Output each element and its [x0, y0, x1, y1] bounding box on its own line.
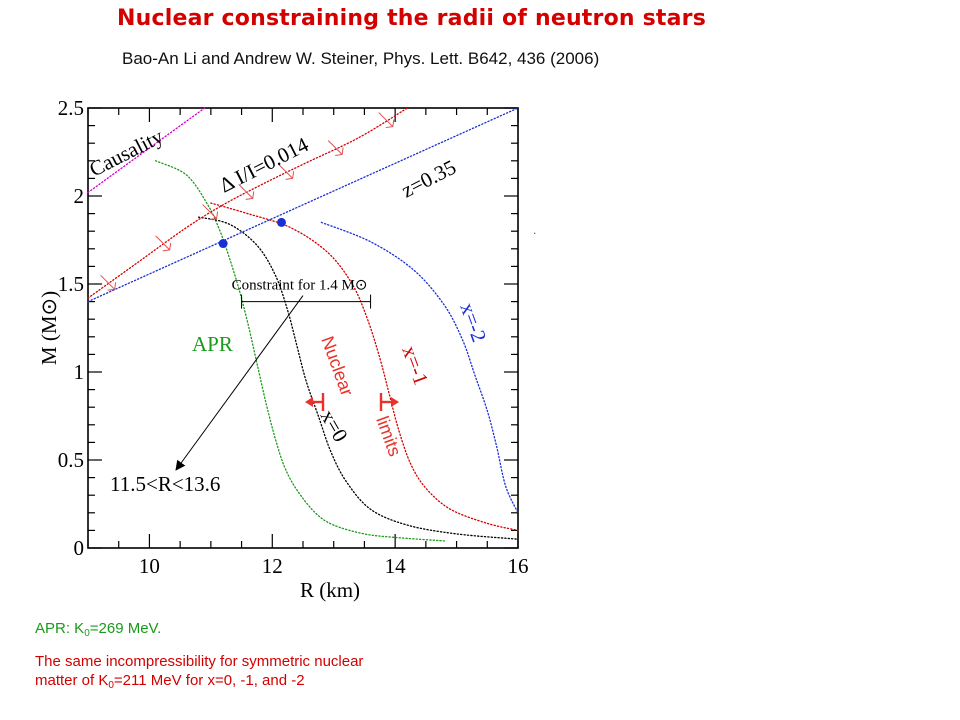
constraint-label: Constraint for 1.4 M⊙	[232, 278, 368, 294]
label-x-zero: x=0	[316, 406, 353, 446]
arrow-marker	[202, 204, 219, 221]
data-point-marker	[277, 217, 286, 227]
y-tick-label: 1.5	[58, 272, 84, 296]
arrow-marker	[278, 163, 295, 180]
label-causality: Causality	[85, 124, 167, 182]
x-tick-label: 10	[139, 554, 160, 578]
series-line-x-2	[320, 221, 519, 514]
label-x-minus1: x=-1	[397, 343, 433, 389]
y-tick-label: 2	[74, 184, 85, 208]
y-tick-label: 2.5	[58, 96, 84, 120]
radius-range-label: 11.5<R<13.6	[110, 472, 220, 496]
nuclear-limit-right	[379, 393, 399, 411]
y-tick-label: 1	[74, 360, 85, 384]
x-axis-title: R (km)	[300, 578, 360, 602]
y-tick-label: 0.5	[58, 448, 84, 472]
note-k-line1: The same incompressibility for symmetric…	[35, 653, 364, 670]
arrow-marker	[327, 140, 344, 156]
x-tick-label: 14	[385, 554, 407, 578]
slide-title: Nuclear constraining the radii of neutro…	[117, 6, 707, 31]
label-z: z=0.35	[397, 155, 460, 203]
arrow-marker	[238, 184, 255, 200]
axis-ticks	[87, 107, 519, 549]
note-symmetric-incompressibility: The same incompressibility for symmetric…	[35, 652, 535, 695]
note-apr-incompressibility: APR: K0=269 MeV.	[35, 619, 161, 643]
note-apr-suffix: =269 MeV.	[89, 620, 162, 637]
label-apr: APR	[192, 332, 233, 356]
series-line-i-i-0-014	[87, 107, 409, 299]
slide-subtitle: Bao-An Li and Andrew W. Steiner, Phys. L…	[122, 49, 600, 68]
x-tick-label: 16	[508, 554, 529, 578]
stray-mark: .	[533, 223, 537, 237]
label-delta-i: Δ I/I=0.014	[215, 132, 312, 197]
label-x-minus2: x=-2	[455, 300, 491, 346]
nuclear-limit-left	[305, 393, 325, 411]
arrow-marker	[378, 112, 395, 129]
series-line-causality	[87, 107, 206, 194]
data-point-marker	[218, 239, 228, 249]
series-line-x-1	[210, 202, 519, 532]
arrow-marker	[155, 235, 172, 252]
arrow-layer	[100, 112, 395, 291]
axis-tick-labels: 10 12 14 16 0 0.5 1 1.5 2 2.5	[58, 96, 529, 578]
y-tick-label: 0	[74, 536, 85, 560]
series-line-x-0	[197, 216, 519, 540]
label-nuclear: Nuclear	[317, 334, 357, 399]
x-tick-label: 12	[262, 554, 283, 578]
label-limits: limits	[372, 414, 405, 459]
note-k-line2-sub: 0	[108, 680, 114, 691]
note-k-line2-suffix: =211 MeV for x=0, -1, and -2	[113, 672, 305, 689]
y-axis-title: M (M⊙)	[37, 291, 61, 365]
mass-radius-chart: 10 12 14 16 0 0.5 1 1.5 2 2.5 Constraint for 1.4 …	[37, 96, 529, 602]
note-apr-prefix: APR: K	[35, 620, 85, 637]
series-line-apr	[154, 160, 445, 542]
constraint-arrow	[175, 295, 304, 471]
series-line-z-0-35	[87, 107, 519, 303]
series-layer	[87, 107, 519, 542]
arrow-marker	[100, 274, 117, 291]
note-k-line2-prefix: matter of K	[35, 672, 109, 689]
note-apr-sub: 0	[84, 628, 90, 639]
